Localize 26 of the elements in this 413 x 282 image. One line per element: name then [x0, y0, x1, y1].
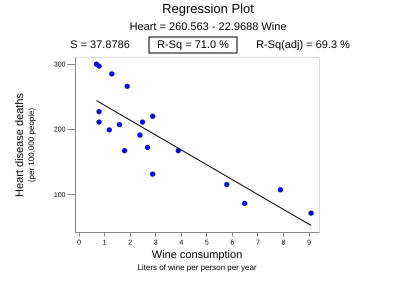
point	[124, 84, 130, 89]
text: S = 37.8786	[70, 39, 130, 51]
point	[150, 114, 156, 119]
x-axis-title: Wine consumption	[152, 249, 242, 261]
point	[96, 119, 102, 125]
point	[96, 109, 102, 114]
point	[150, 171, 156, 177]
point	[109, 71, 114, 77]
point	[122, 148, 128, 154]
point	[140, 119, 146, 125]
text: R-Sq(adj) = 69.3 %	[256, 39, 350, 51]
text: R-Sq = 71.0 %	[157, 39, 230, 51]
point	[116, 122, 122, 128]
text: Liters of wine per person per year	[137, 263, 257, 272]
point	[242, 200, 248, 206]
point	[308, 210, 314, 216]
text: (per 100,000 people)	[27, 108, 36, 182]
chart-title: Regression Plot	[162, 1, 254, 16]
point	[94, 62, 100, 67]
y-axis-title: Heart disease deaths	[14, 92, 26, 197]
point	[144, 144, 150, 150]
point	[106, 127, 112, 133]
point	[278, 187, 284, 192]
point	[137, 132, 143, 138]
chart-subtitle: Heart = 260.563 - 22.9688 Wine	[130, 21, 286, 33]
point	[224, 182, 230, 188]
